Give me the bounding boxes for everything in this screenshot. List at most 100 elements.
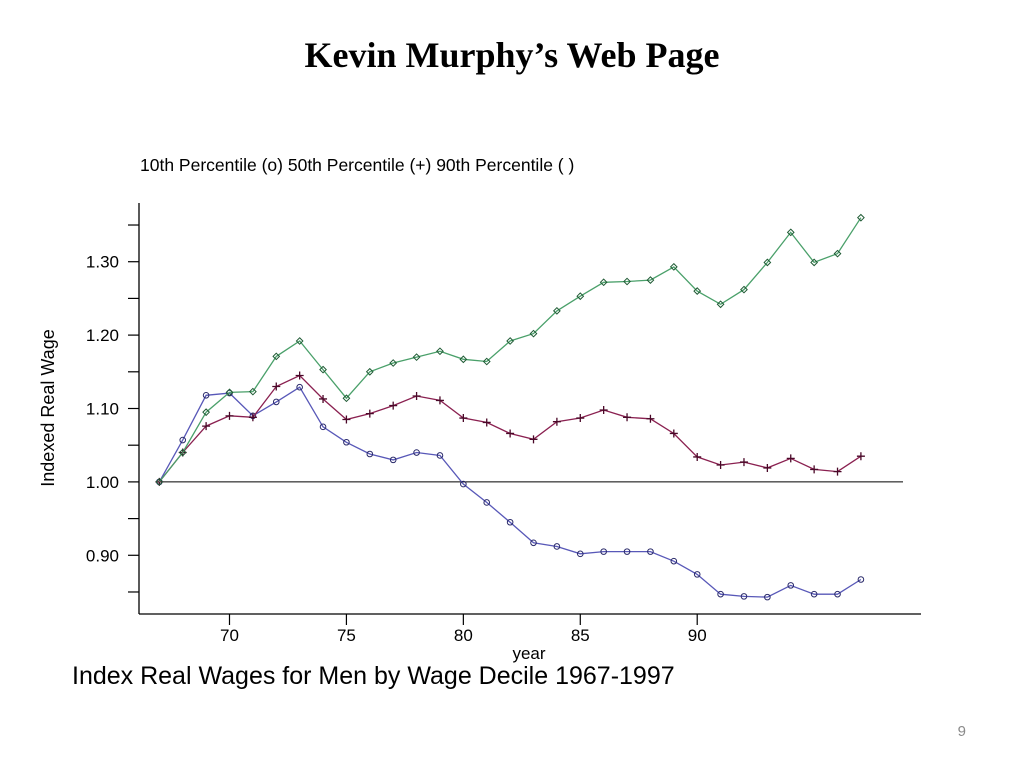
data-point — [810, 258, 819, 267]
data-point — [506, 429, 515, 438]
data-point — [296, 383, 303, 391]
data-point — [202, 408, 211, 417]
data-point — [202, 422, 211, 431]
axes — [138, 203, 921, 615]
data-point — [225, 411, 234, 420]
data-point — [693, 287, 702, 295]
data-point — [482, 357, 491, 366]
data-point — [786, 454, 795, 463]
y-tick-label: 1.00 — [86, 473, 119, 492]
data-point — [716, 300, 725, 309]
data-point — [179, 436, 187, 444]
series-line — [158, 386, 862, 598]
data-point — [342, 415, 351, 424]
data-point — [225, 388, 234, 397]
data-point — [623, 277, 631, 286]
y-tick-label: 1.30 — [86, 253, 119, 272]
chart-legend-text: 10th Percentile (o) 50th Percentile (+) … — [140, 155, 574, 175]
data-point — [576, 550, 584, 558]
data-point — [319, 394, 328, 403]
x-axis-label: year — [512, 644, 545, 663]
data-point — [623, 548, 631, 555]
data-point — [764, 593, 771, 601]
data-point — [623, 413, 632, 422]
data-point — [740, 285, 748, 294]
series-2 — [155, 371, 865, 486]
data-point — [272, 398, 280, 406]
data-point — [506, 337, 515, 345]
data-point — [833, 249, 842, 258]
data-point — [412, 353, 421, 362]
y-tick-label: 0.90 — [86, 546, 119, 565]
data-point — [436, 347, 444, 356]
data-point — [576, 414, 585, 423]
data-point — [576, 292, 585, 301]
data-point — [670, 557, 678, 565]
data-point — [343, 438, 350, 446]
data-point — [413, 449, 420, 456]
x-ticks: 70 75 80 85 90 — [220, 614, 707, 645]
data-point — [553, 543, 561, 550]
series-line — [158, 374, 862, 483]
data-point — [366, 450, 374, 458]
data-point — [248, 387, 257, 396]
chart-caption: Index Real Wages for Men by Wage Decile … — [72, 662, 675, 690]
data-point — [834, 590, 841, 598]
x-tick-label: 85 — [571, 626, 590, 645]
y-tick-label: 1.20 — [86, 326, 119, 345]
data-point — [646, 414, 655, 423]
data-point — [436, 452, 444, 459]
data-point — [389, 359, 398, 367]
data-point — [600, 548, 607, 555]
x-tick-label: 70 — [220, 626, 239, 645]
data-point — [669, 429, 678, 438]
data-point — [248, 413, 257, 422]
y-axis-label: Indexed Real Wage — [38, 329, 58, 486]
data-point — [365, 367, 374, 376]
data-point — [295, 337, 304, 345]
data-point — [295, 371, 304, 380]
data-point — [810, 590, 818, 598]
data-point — [506, 518, 514, 526]
data-point — [412, 392, 421, 401]
page-number: 9 — [957, 723, 966, 740]
data-point — [482, 418, 491, 427]
data-point — [435, 396, 444, 405]
data-point — [483, 499, 491, 506]
x-tick-label: 75 — [337, 626, 356, 645]
data-point — [272, 352, 281, 361]
data-point — [786, 228, 795, 237]
data-point — [459, 414, 468, 423]
data-point — [740, 593, 748, 600]
data-point — [856, 213, 865, 222]
data-point — [693, 571, 701, 578]
data-point — [389, 456, 397, 464]
series-3 — [155, 213, 865, 486]
data-point — [669, 262, 678, 271]
series-line — [158, 217, 862, 483]
data-point — [599, 405, 608, 414]
y-ticks: 0.90 1.00 1.10 1.20 1.30 — [86, 224, 139, 593]
data-point — [459, 355, 468, 364]
data-point — [530, 539, 537, 547]
data-point — [856, 452, 865, 461]
data-point — [552, 417, 561, 426]
data-point — [529, 329, 538, 338]
y-tick-label: 1.10 — [86, 400, 119, 419]
data-point — [319, 423, 327, 431]
data-point — [763, 258, 772, 267]
data-point — [810, 465, 819, 474]
data-point — [342, 394, 351, 403]
series-1 — [156, 383, 865, 601]
data-point — [460, 480, 467, 488]
data-point — [202, 391, 210, 399]
data-point — [319, 365, 327, 374]
data-point — [787, 582, 795, 589]
data-point — [716, 461, 725, 470]
x-tick-label: 90 — [688, 626, 707, 645]
data-point — [272, 382, 281, 391]
data-point — [739, 458, 748, 467]
data-point — [365, 409, 374, 418]
